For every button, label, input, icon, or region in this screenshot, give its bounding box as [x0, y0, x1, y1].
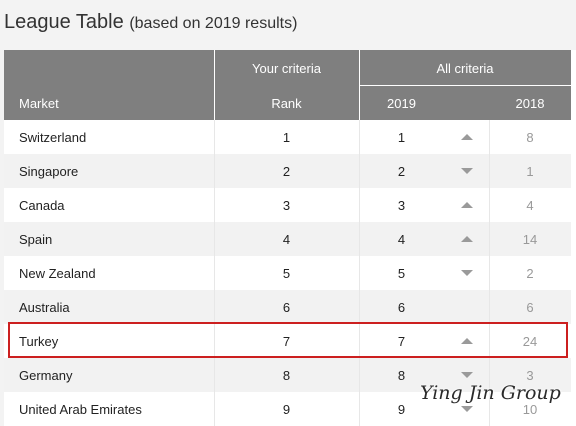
table-row: Spain 4 4 14 — [4, 222, 571, 256]
rank-2018-cell: 10 — [522, 401, 538, 417]
trend-cell — [444, 222, 489, 256]
market-cell: Spain — [19, 231, 53, 247]
trend-cell — [444, 290, 489, 324]
rank-2018-cell: 1 — [526, 163, 534, 179]
rank-2019-cell: 1 — [397, 129, 406, 145]
arrow-down-icon — [460, 372, 473, 378]
market-cell: Turkey — [19, 333, 59, 349]
watermark-logo: Ying Jin Group — [420, 382, 561, 404]
trend-cell — [444, 188, 489, 222]
rank-cell: 5 — [282, 265, 291, 281]
trend-cell — [444, 256, 489, 290]
market-cell: Australia — [19, 299, 70, 315]
arrow-up-icon — [460, 338, 473, 344]
rank-2018-cell: 24 — [522, 333, 538, 349]
table-row: Germany 8 8 3 — [4, 358, 571, 392]
header-group-row: Your criteria All criteria — [4, 50, 571, 86]
market-cell: United Arab Emirates — [19, 401, 142, 417]
header-divider — [214, 50, 215, 120]
header-your-criteria: Your criteria — [252, 60, 321, 76]
rank-2019-cell: 6 — [397, 299, 406, 315]
rank-cell: 7 — [282, 333, 291, 349]
header-divider — [359, 85, 571, 86]
rank-2019-cell: 4 — [397, 231, 406, 247]
table-row: Singapore 2 2 1 — [4, 154, 571, 188]
header-market: Market — [19, 95, 59, 111]
trend-cell — [444, 392, 489, 426]
trend-cell — [444, 154, 489, 188]
arrow-up-icon — [460, 134, 473, 140]
rank-2018-cell: 8 — [526, 129, 534, 145]
market-cell: Germany — [19, 367, 73, 383]
rank-cell: 9 — [282, 401, 291, 417]
header-2018: 2018 — [515, 95, 545, 111]
market-cell: Switzerland — [19, 129, 87, 145]
column-divider — [489, 120, 490, 426]
trend-cell — [444, 324, 489, 358]
market-cell: Singapore — [19, 163, 79, 179]
header-column-row: Market Rank 2019 2018 — [4, 86, 571, 120]
arrow-down-icon — [460, 168, 473, 174]
rank-cell: 6 — [282, 299, 291, 315]
table-row: Switzerland 1 1 8 — [4, 120, 571, 154]
column-divider — [214, 120, 215, 426]
column-divider — [359, 120, 360, 426]
arrow-down-icon — [460, 406, 473, 412]
rank-2019-cell: 7 — [397, 333, 406, 349]
rank-2018-cell: 4 — [526, 197, 534, 213]
rank-2019-cell: 8 — [397, 367, 406, 383]
arrow-up-icon — [460, 202, 473, 208]
table-row: Australia 6 6 6 — [4, 290, 571, 324]
title-subtitle: (based on 2019 results) — [129, 15, 298, 32]
trend-cell — [444, 120, 489, 154]
rank-2018-cell: 14 — [522, 231, 538, 247]
rank-2018-cell: 3 — [526, 367, 534, 383]
rank-cell: 2 — [282, 163, 291, 179]
league-table: Your criteria All criteria Market Rank 2… — [4, 50, 576, 426]
rank-2019-cell: 5 — [397, 265, 406, 281]
rank-2018-cell: 6 — [526, 299, 534, 315]
arrow-down-icon — [460, 270, 473, 276]
rank-2019-cell: 9 — [397, 401, 406, 417]
rank-cell: 4 — [282, 231, 291, 247]
market-cell: New Zealand — [19, 265, 96, 281]
rank-cell: 8 — [282, 367, 291, 383]
rank-2018-cell: 2 — [526, 265, 534, 281]
arrow-up-icon — [460, 236, 473, 242]
header-all-criteria: All criteria — [436, 60, 494, 76]
page-title: League Table (based on 2019 results) — [4, 11, 297, 34]
table-row: United Arab Emirates 9 9 10 — [4, 392, 571, 426]
trend-cell — [444, 358, 489, 392]
rank-cell: 3 — [282, 197, 291, 213]
rank-2019-cell: 3 — [397, 197, 406, 213]
market-cell: Canada — [19, 197, 65, 213]
table-row: New Zealand 5 5 2 — [4, 256, 571, 290]
rank-cell: 1 — [282, 129, 291, 145]
rank-2019-cell: 2 — [397, 163, 406, 179]
table-row: Turkey 7 7 24 — [4, 324, 571, 358]
table-row: Canada 3 3 4 — [4, 188, 571, 222]
header-rank: Rank — [271, 95, 302, 111]
title-main: League Table — [4, 11, 124, 33]
header-2019: 2019 — [387, 95, 416, 111]
